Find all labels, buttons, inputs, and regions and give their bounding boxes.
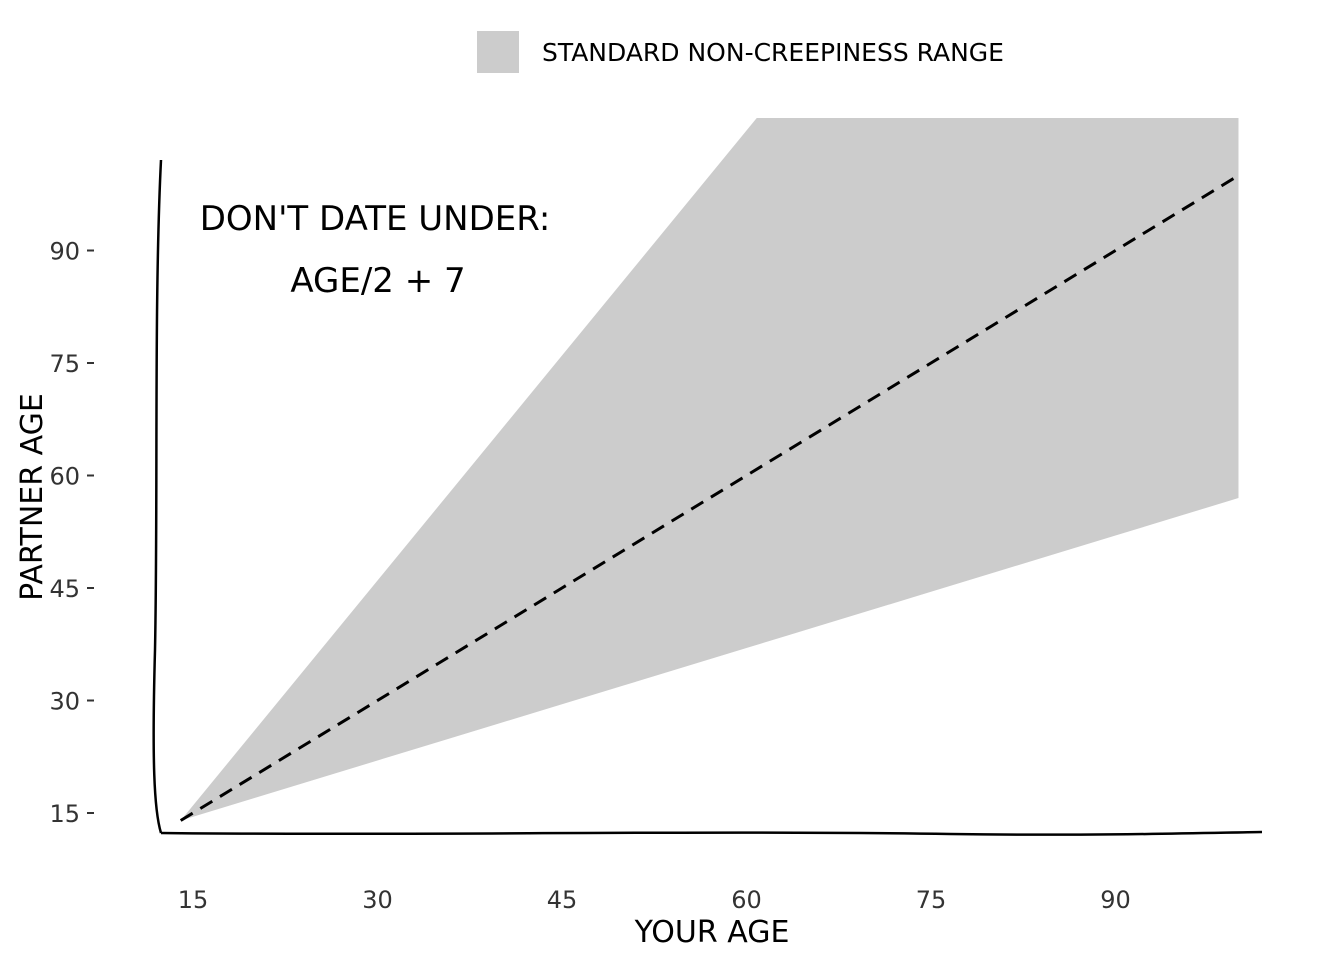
y-axis-title: PARTNER AGE	[15, 393, 50, 601]
legend: STANDARD NON-CREEPINESS RANGE	[477, 31, 1004, 73]
series-line-0	[179, 174, 1240, 822]
x-tick-label: 90	[1100, 886, 1131, 914]
legend-swatch	[477, 31, 519, 73]
plot-area	[179, 118, 1240, 822]
x-axis-line	[160, 830, 1263, 836]
x-axis-ticks: 15 30 45 60 75 90	[178, 886, 1131, 914]
annotation-line-2: AGE/2 + 7	[290, 261, 465, 301]
legend-label: STANDARD NON-CREEPINESS RANGE	[542, 38, 1004, 67]
y-tick-label: 75	[49, 350, 80, 378]
x-tick-label: 75	[916, 886, 947, 914]
y-tick-label: 15	[49, 800, 80, 828]
annotation-line-1: DON'T DATE UNDER:	[200, 199, 551, 239]
y-axis-line	[152, 159, 163, 834]
x-tick-label: 45	[547, 886, 578, 914]
y-tick-label: 30	[49, 688, 80, 716]
range-area	[180, 118, 1239, 821]
y-tick-label: 45	[49, 575, 80, 603]
x-tick-label: 15	[178, 886, 209, 914]
y-tick-label: 90	[49, 238, 80, 266]
y-axis-ticks: 15 30 45 60 75 90	[49, 238, 94, 828]
y-tick-label: 60	[49, 463, 80, 491]
x-tick-label: 60	[731, 886, 762, 914]
x-tick-label: 30	[362, 886, 393, 914]
x-axis-title: YOUR AGE	[634, 915, 790, 950]
